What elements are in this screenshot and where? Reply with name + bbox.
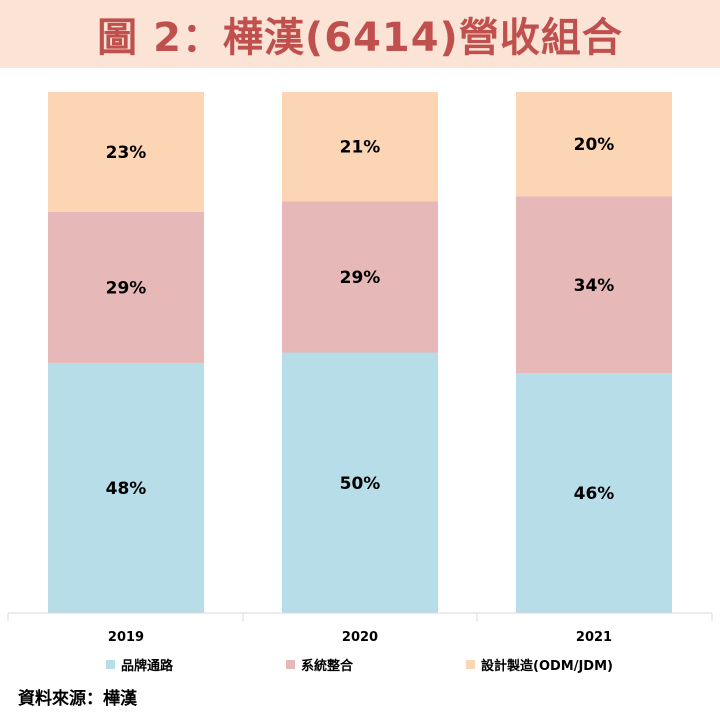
legend-swatch (466, 660, 475, 669)
legend-label: 品牌通路 (121, 659, 174, 674)
bar-segment-2020-3 (282, 92, 438, 202)
data-label: 29% (340, 268, 381, 288)
x-tick-label: 2021 (576, 630, 612, 645)
bar-segment-2019-3 (48, 92, 204, 212)
bar-segment-2021-2 (516, 196, 672, 374)
legend-label: 系統整合 (301, 659, 354, 674)
source-note: 資料來源：樺漢 (18, 689, 137, 709)
data-label: 29% (106, 278, 147, 298)
legend-swatch (106, 660, 115, 669)
bar-segment-2021-3 (516, 92, 672, 197)
data-label: 50% (340, 474, 381, 494)
data-label: 21% (340, 138, 381, 158)
stacked-bar-chart: 48% 29% 23% 2019 50% 29% 21% 2020 46% 34% 20% 2021 (7, 92, 713, 645)
legend-label: 設計製造(ODM/JDM) (481, 659, 613, 674)
data-label: 48% (106, 479, 147, 499)
bar-segment-2019-1 (48, 362, 204, 613)
data-label: 23% (106, 143, 147, 163)
x-tick-label: 2019 (108, 630, 144, 645)
legend-item: 品牌通路 (106, 655, 173, 674)
legend-item: 設計製造(ODM/JDM) (466, 655, 613, 674)
data-label: 20% (574, 135, 615, 155)
legend-item: 系統整合 (286, 655, 353, 674)
title-bar: 圖 2：樺漢(6414)營收組合 (0, 0, 720, 68)
legend: 品牌通路 系統整合 設計製造(ODM/JDM) (0, 655, 720, 675)
chart-title: 圖 2：樺漢(6414)營收組合 (97, 15, 623, 61)
bar-segment-2020-2 (282, 201, 438, 353)
legend-swatch (286, 660, 295, 669)
bar-segment-2021-1 (516, 373, 672, 613)
data-label: 34% (574, 276, 615, 296)
x-tick-label: 2020 (342, 630, 378, 645)
bar-segment-2020-1 (282, 352, 438, 613)
bar-segment-2019-2 (48, 211, 204, 363)
data-label: 46% (574, 484, 615, 504)
